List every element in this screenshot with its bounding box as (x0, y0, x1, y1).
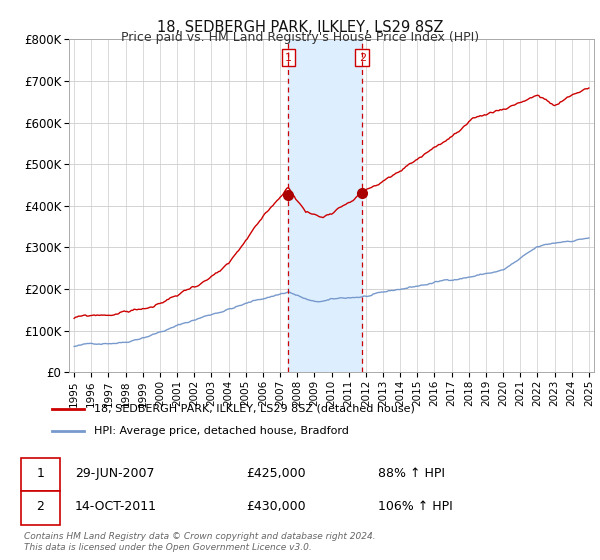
Bar (289, 39, 362, 372)
Text: Price paid vs. HM Land Registry's House Price Index (HPI): Price paid vs. HM Land Registry's House … (121, 31, 479, 44)
FancyBboxPatch shape (21, 491, 60, 525)
Text: 106% ↑ HPI: 106% ↑ HPI (378, 500, 453, 514)
FancyBboxPatch shape (21, 458, 60, 491)
Text: 2: 2 (36, 500, 44, 514)
Text: 88% ↑ HPI: 88% ↑ HPI (378, 466, 445, 480)
Text: £430,000: £430,000 (246, 500, 305, 514)
Text: 1: 1 (36, 466, 44, 480)
Text: Contains HM Land Registry data © Crown copyright and database right 2024.
This d: Contains HM Land Registry data © Crown c… (24, 531, 376, 553)
Text: HPI: Average price, detached house, Bradford: HPI: Average price, detached house, Brad… (94, 426, 349, 436)
Text: 14-OCT-2011: 14-OCT-2011 (75, 500, 157, 514)
Text: 2: 2 (359, 53, 366, 63)
Text: 18, SEDBERGH PARK, ILKLEY, LS29 8SZ (detached house): 18, SEDBERGH PARK, ILKLEY, LS29 8SZ (det… (94, 404, 415, 414)
Text: 18, SEDBERGH PARK, ILKLEY, LS29 8SZ: 18, SEDBERGH PARK, ILKLEY, LS29 8SZ (157, 20, 443, 35)
Text: £425,000: £425,000 (246, 466, 305, 480)
Text: 1: 1 (285, 53, 292, 63)
Text: 29-JUN-2007: 29-JUN-2007 (75, 466, 155, 480)
